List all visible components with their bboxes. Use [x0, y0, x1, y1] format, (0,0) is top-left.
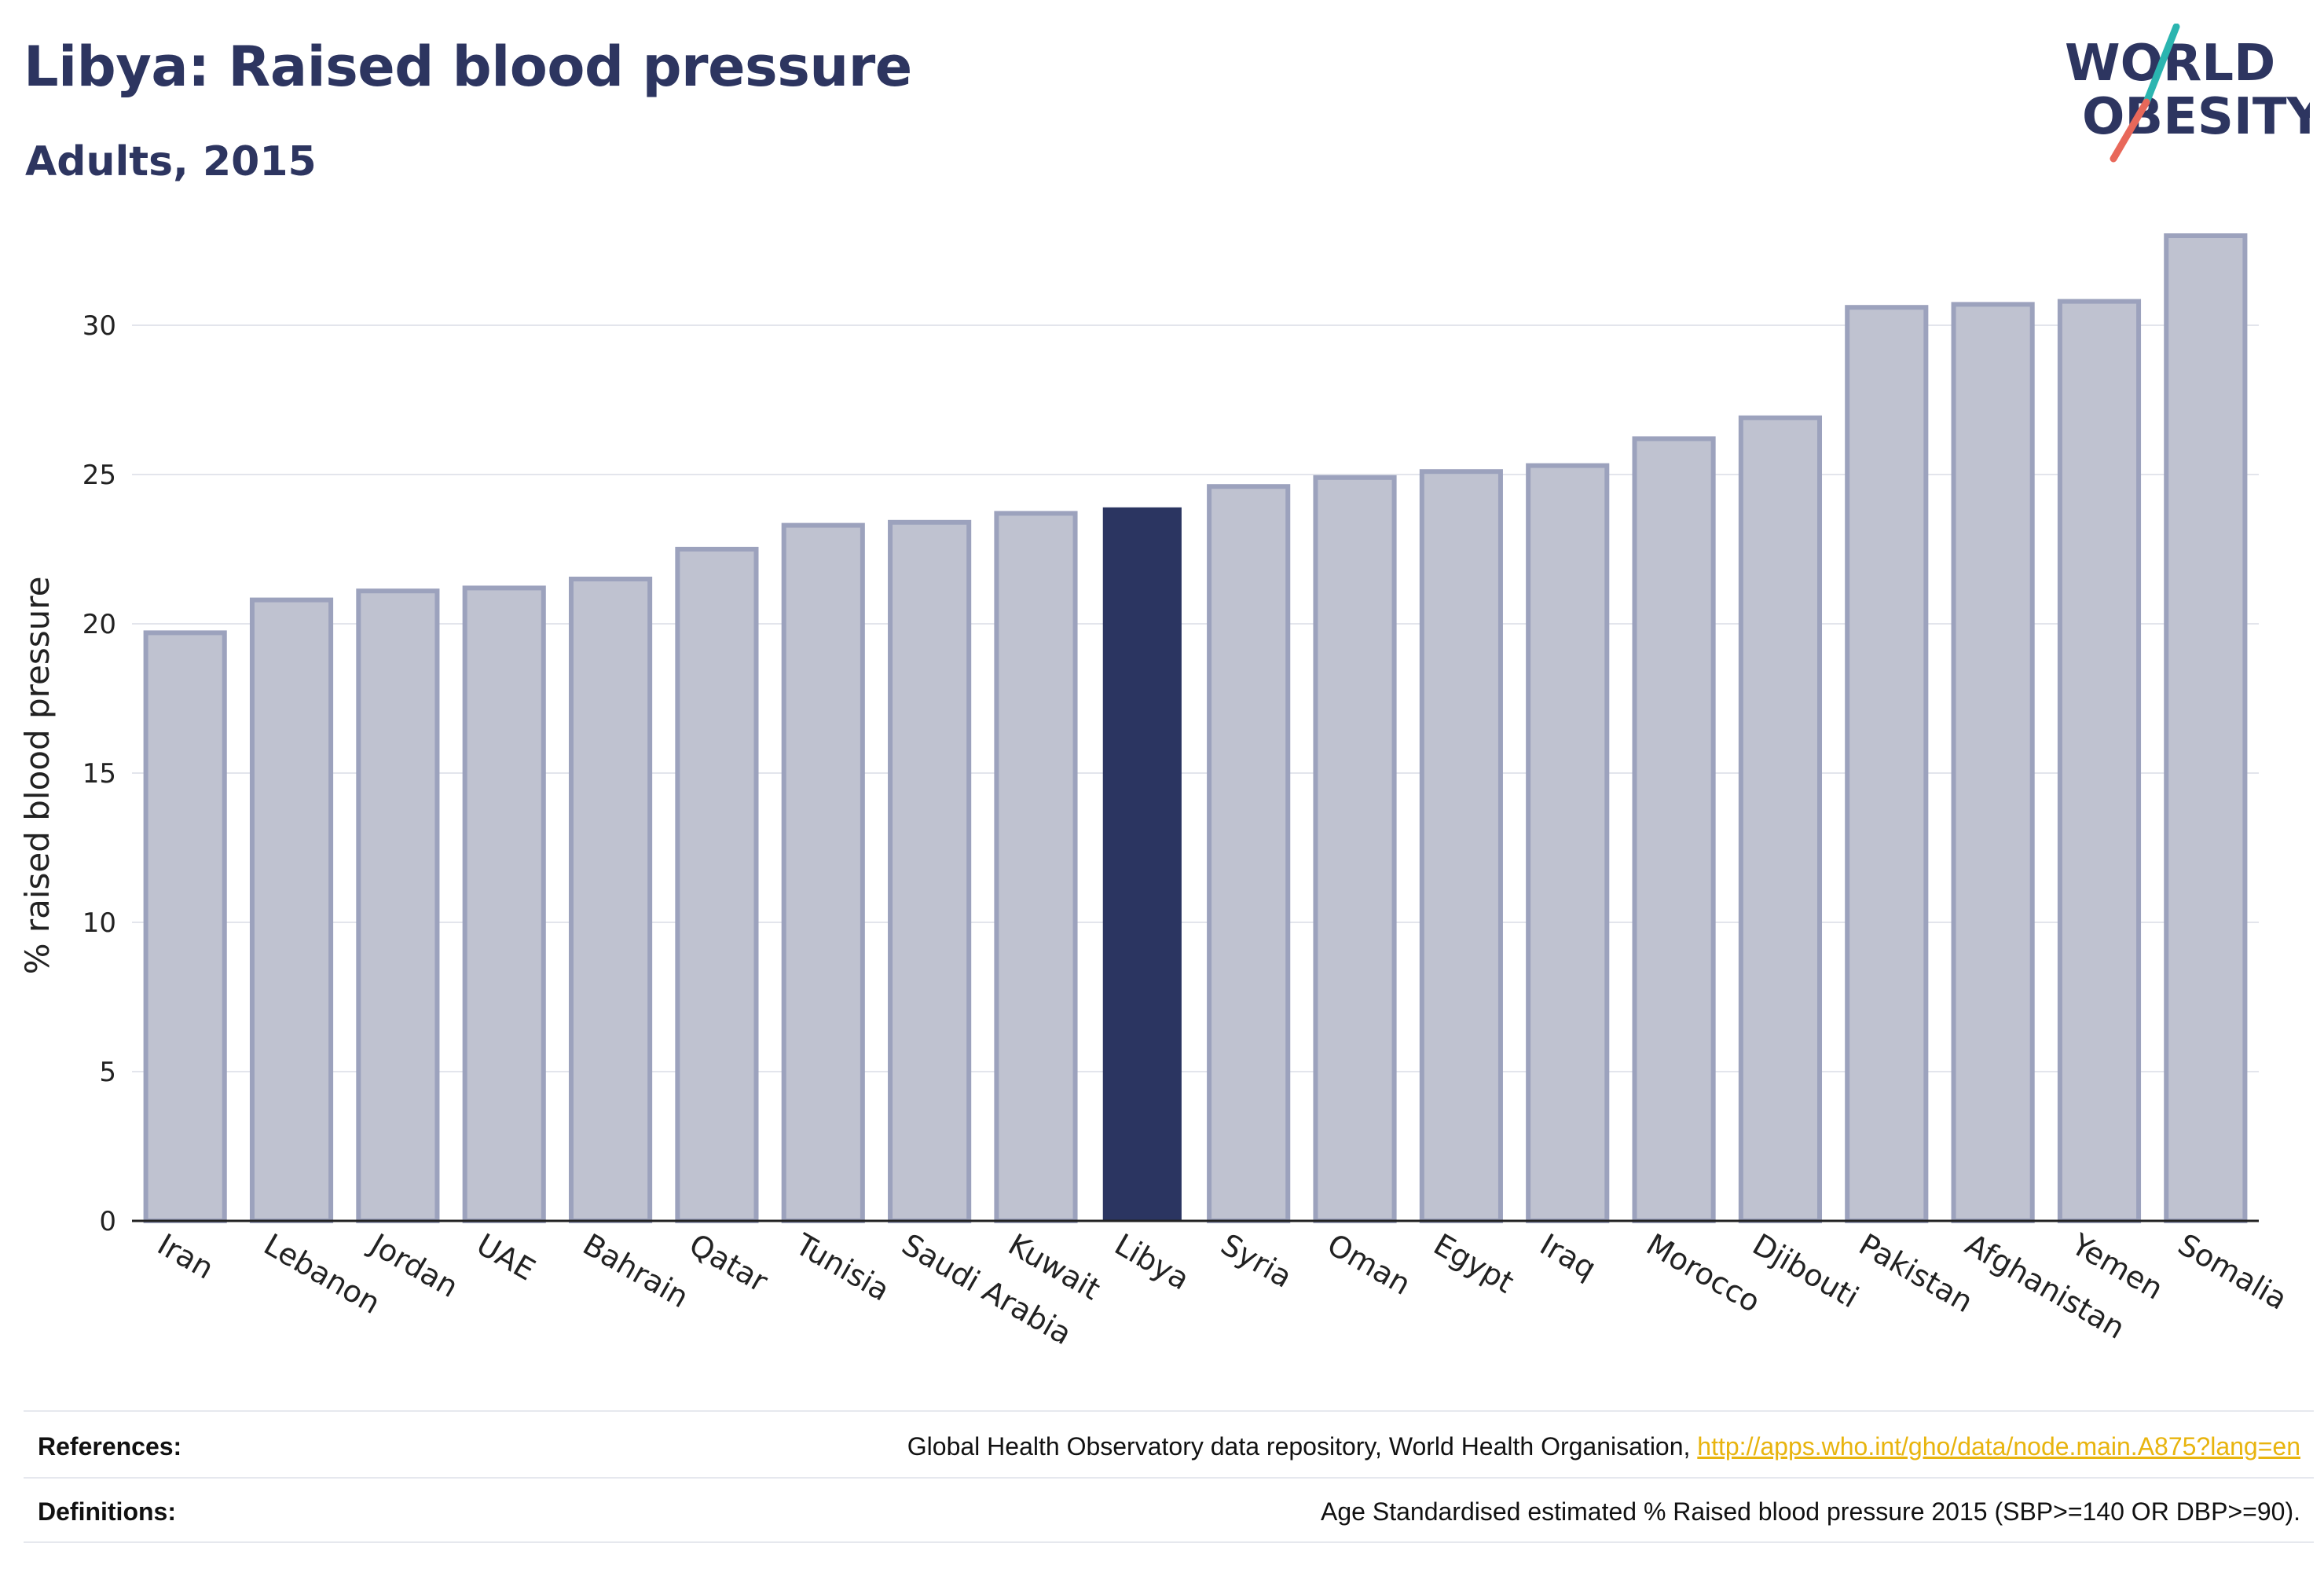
bar-qatar [675, 547, 759, 1223]
y-tick-label: 25 [82, 460, 116, 491]
bar-morocco [1632, 436, 1716, 1223]
bar-egypt [1419, 469, 1503, 1223]
gridlines [132, 324, 2259, 1072]
world-obesity-logo: WORLD OBESITY [2065, 24, 2310, 163]
bar-tunisia [781, 522, 865, 1223]
x-tick-label: Libya [1109, 1227, 1195, 1297]
definitions-text: Age Standardised estimated % Raised bloo… [1321, 1497, 2300, 1526]
bar-syria [1207, 484, 1291, 1223]
x-tick-label: Lebanon [258, 1227, 387, 1321]
x-tick-label: UAE [471, 1227, 541, 1288]
footer-divider-top [24, 1410, 2314, 1412]
references-text: Global Health Observatory data repositor… [907, 1432, 2300, 1461]
bar-kuwait [994, 511, 1078, 1223]
bar-iraq [1526, 463, 1610, 1223]
x-tick-label: Tunisia [789, 1226, 895, 1308]
x-tick-label: Oman [1321, 1227, 1417, 1302]
bar-saudi-arabia [888, 519, 972, 1223]
y-tick-label: 20 [82, 609, 116, 640]
bar-lebanon [249, 597, 334, 1223]
bar-somalia [2164, 233, 2248, 1223]
y-tick-label: 30 [82, 310, 116, 342]
y-tick-labels: 0 5 10 15 20 25 30 [82, 310, 116, 1237]
bar-pakistan [1845, 305, 1929, 1224]
y-tick-label: 15 [82, 758, 116, 790]
x-tick-label: Djibouti [1747, 1227, 1864, 1315]
x-tick-label: Pakistan [1853, 1227, 1979, 1320]
references-link[interactable]: http://apps.who.int/gho/data/node.main.A… [1697, 1432, 2300, 1461]
y-tick-label: 10 [82, 907, 116, 939]
bar-oman [1313, 475, 1397, 1223]
x-tick-label: Bahrain [577, 1227, 695, 1315]
x-tick-label: Egypt [1428, 1227, 1519, 1300]
bar-uae [462, 585, 546, 1223]
logo-text-obesity: OBESITY [2082, 88, 2310, 146]
bars [143, 233, 2248, 1224]
x-tick-label: Somalia [2172, 1227, 2293, 1317]
x-tick-label: Syria [1215, 1227, 1298, 1295]
x-tick-label: Morocco [1640, 1227, 1766, 1320]
references-source: Global Health Observatory data repositor… [907, 1432, 1691, 1461]
bar-iran [143, 630, 227, 1223]
references-label: References: [38, 1432, 182, 1461]
definitions-label: Definitions: [38, 1497, 176, 1526]
footer-divider-middle [24, 1477, 2314, 1479]
logo-slash-teal [2143, 24, 2180, 106]
chart-title: Libya: Raised blood pressure [24, 35, 912, 99]
bar-yemen [2057, 299, 2142, 1224]
x-tick-label: Qatar [684, 1227, 774, 1299]
y-tick-label: 0 [99, 1206, 116, 1237]
bar-jordan [356, 588, 440, 1223]
logo-slash-coral [2110, 98, 2150, 163]
footer-divider-bottom [24, 1541, 2314, 1543]
bar-djibouti [1738, 415, 1823, 1223]
x-tick-label: Iran [152, 1227, 219, 1286]
y-axis-label: % raised blood pressure [18, 577, 57, 975]
bar-bahrain [568, 577, 653, 1223]
chart-subtitle: Adults, 2015 [25, 138, 317, 185]
y-tick-label: 5 [99, 1057, 116, 1088]
x-tick-label: Iraq [1534, 1227, 1602, 1286]
bar-afghanistan [1951, 302, 2035, 1223]
bar-libya [1102, 507, 1182, 1221]
